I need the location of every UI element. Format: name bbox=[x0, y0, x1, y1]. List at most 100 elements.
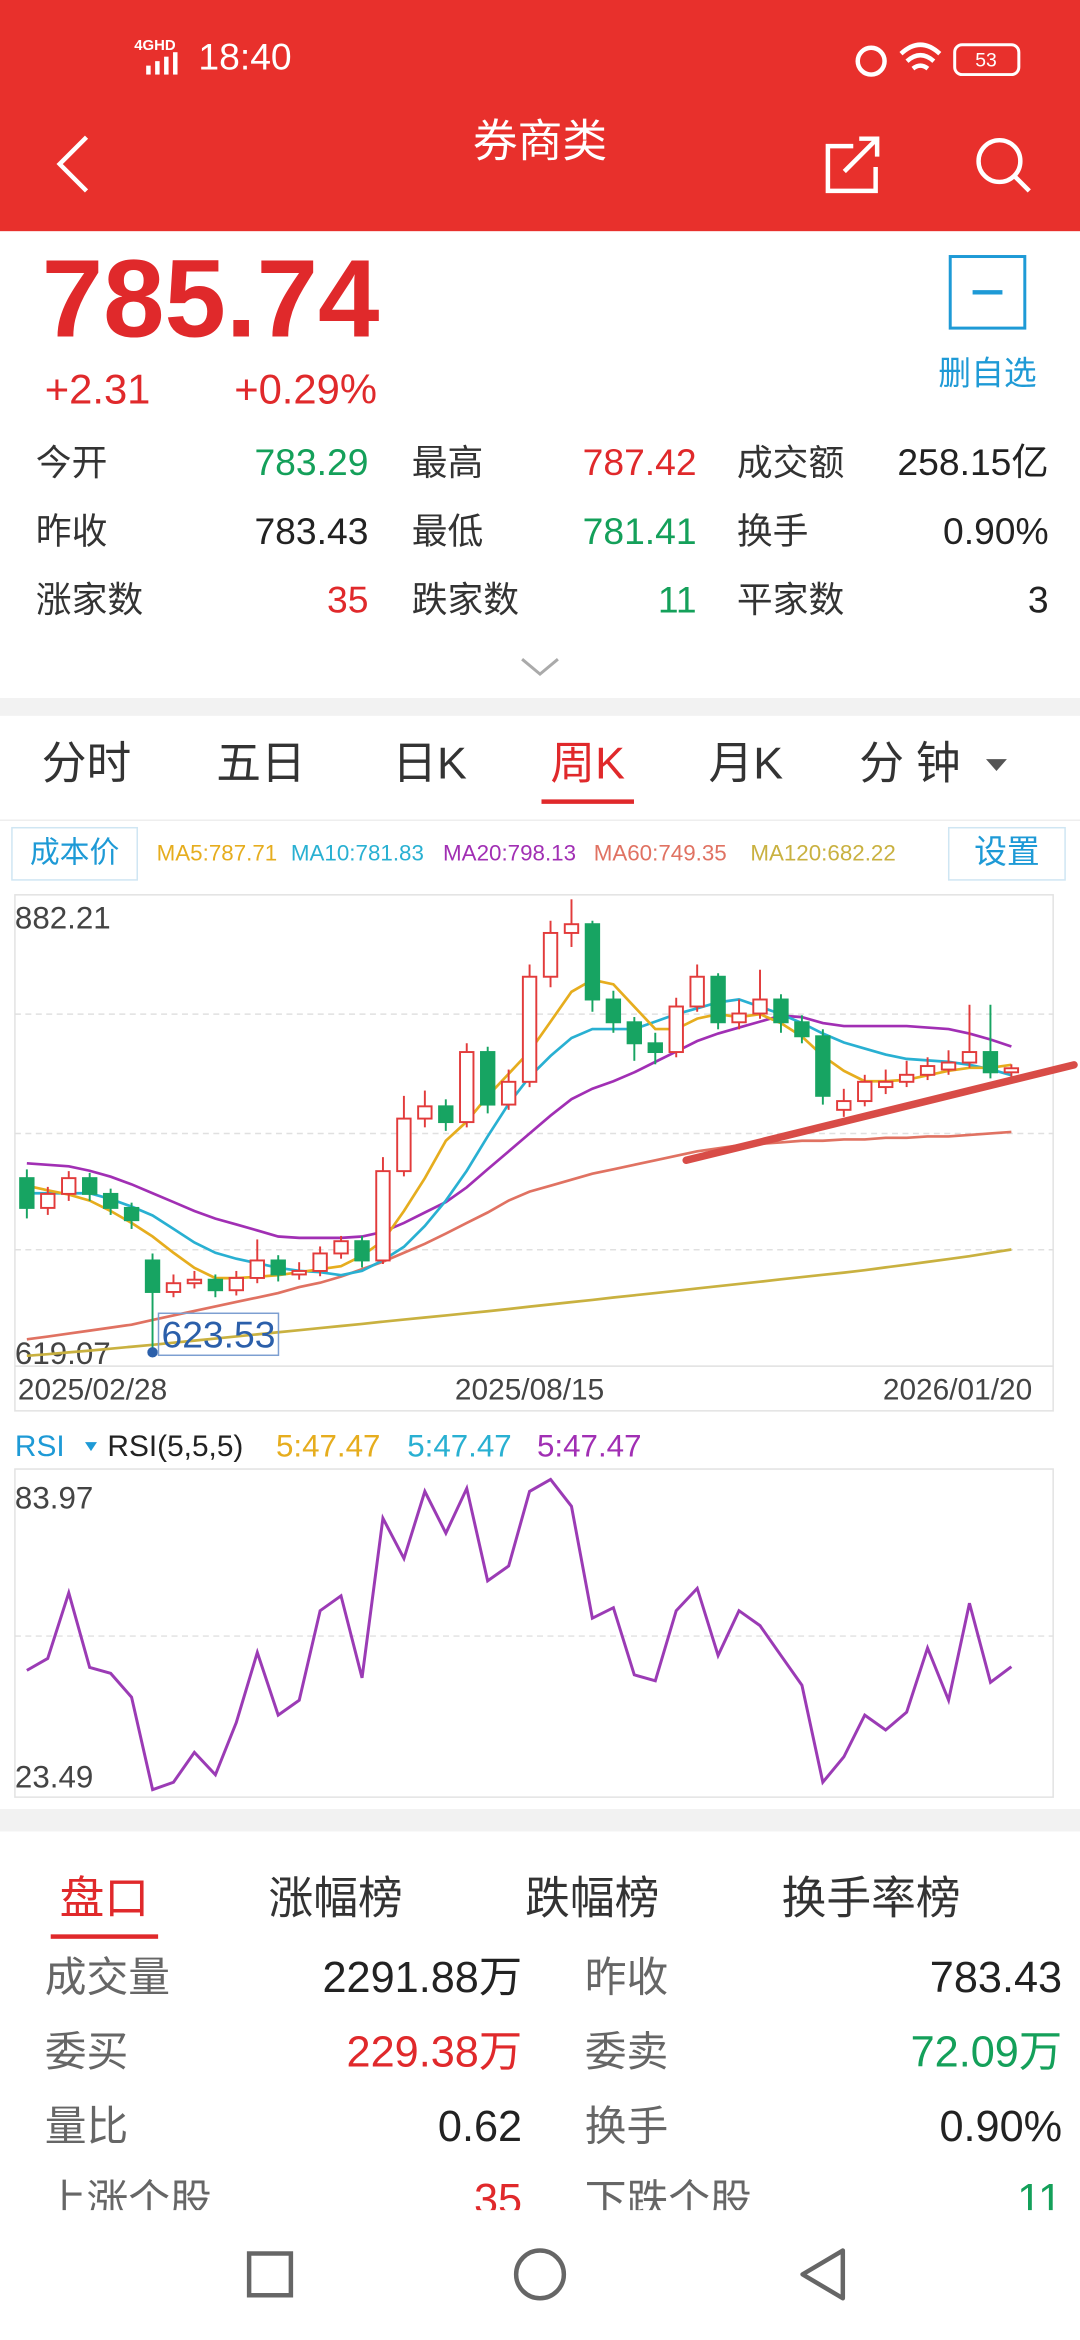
period-tab[interactable]: 月K bbox=[709, 738, 784, 788]
candle-body bbox=[228, 1276, 245, 1292]
book-label: 委卖 bbox=[585, 2028, 669, 2075]
share-button[interactable] bbox=[825, 136, 880, 194]
candle-body bbox=[270, 1259, 286, 1276]
rsi-selector[interactable]: RSI bbox=[15, 1430, 65, 1463]
stat-value: 783.43 bbox=[254, 510, 368, 552]
battery-level: 53 bbox=[975, 49, 997, 71]
stat-value: 3 bbox=[1028, 578, 1049, 620]
rsi-legend: 5:47.47 bbox=[407, 1428, 511, 1463]
board-tab[interactable]: 涨幅榜 bbox=[269, 1873, 403, 1923]
settings-button[interactable]: 设置 bbox=[974, 833, 1040, 870]
recent-button[interactable] bbox=[246, 2251, 294, 2298]
kline-panel bbox=[14, 894, 1054, 1412]
book-label: 上涨个股 bbox=[45, 2176, 212, 2223]
separator bbox=[0, 1809, 1080, 1832]
board-tab[interactable]: 跌幅榜 bbox=[525, 1873, 659, 1923]
candle-body bbox=[731, 1012, 747, 1024]
nav-bar bbox=[0, 2210, 1080, 2340]
stat-label: 换手 bbox=[737, 511, 809, 551]
battery-icon bbox=[953, 43, 1021, 77]
book-value: 229.38万 bbox=[347, 2029, 523, 2077]
book-label: 成交量 bbox=[45, 1954, 170, 2001]
ma-line bbox=[26, 998, 1012, 1277]
stat-label: 跌家数 bbox=[412, 580, 519, 620]
back-nav-button[interactable] bbox=[800, 2248, 846, 2301]
cost-button-box[interactable] bbox=[11, 826, 138, 881]
candle-body bbox=[165, 1282, 182, 1293]
candle-body bbox=[878, 1080, 894, 1089]
stat-value: 781.41 bbox=[583, 510, 697, 552]
board-tab[interactable]: 盘口 bbox=[60, 1873, 149, 1923]
settings-box[interactable] bbox=[947, 826, 1066, 881]
rsi-legend: 5:47.47 bbox=[276, 1428, 380, 1463]
book-label: 委买 bbox=[45, 2028, 129, 2075]
low-annotation: 623.53 bbox=[161, 1313, 275, 1355]
book-value: 35 bbox=[474, 2176, 522, 2224]
ma-legend: MA10:781.83 bbox=[291, 840, 424, 865]
candle-body bbox=[333, 1240, 349, 1255]
candle-body bbox=[102, 1192, 119, 1209]
search-button[interactable] bbox=[976, 137, 1031, 193]
page-title: 券商类 bbox=[473, 116, 607, 166]
candle-body bbox=[794, 1021, 810, 1038]
candle-body bbox=[82, 1177, 98, 1195]
book-value: 0.62 bbox=[438, 2103, 522, 2151]
period-tab[interactable]: 分时 bbox=[42, 738, 131, 788]
candle-body bbox=[123, 1206, 140, 1222]
candle-body bbox=[857, 1080, 873, 1103]
clock: 18:40 bbox=[198, 36, 291, 78]
stat-label: 最低 bbox=[412, 511, 484, 551]
rsi-legend: 5:47.47 bbox=[537, 1428, 641, 1463]
stat-label: 昨收 bbox=[36, 511, 108, 551]
period-tab[interactable]: 日K bbox=[392, 738, 467, 788]
stat-value: 11 bbox=[658, 578, 697, 620]
candle-body bbox=[542, 931, 559, 978]
candle-body bbox=[61, 1177, 77, 1195]
candle-body bbox=[815, 1035, 831, 1097]
candle-body bbox=[396, 1117, 412, 1173]
x-tick-label: 2026/01/20 bbox=[883, 1373, 1032, 1406]
ma-line bbox=[26, 978, 1012, 1280]
watch-icon[interactable] bbox=[948, 255, 1027, 330]
candle-body bbox=[752, 998, 768, 1015]
book-value: 783.43 bbox=[930, 1954, 1062, 2002]
candle-body bbox=[647, 1042, 663, 1054]
board-tab[interactable]: 换手率榜 bbox=[782, 1873, 961, 1923]
ma-line bbox=[26, 1130, 1012, 1341]
candle-body bbox=[500, 1080, 517, 1106]
stat-value: 787.42 bbox=[583, 441, 697, 483]
candle-body bbox=[773, 998, 789, 1024]
cost-button[interactable]: 成本价 bbox=[30, 836, 119, 869]
period-tab[interactable]: 周K bbox=[550, 738, 625, 788]
book-value: 11 bbox=[1017, 2176, 1062, 2224]
low-annotation-box bbox=[157, 1312, 280, 1357]
watch-button[interactable]: 删自选 bbox=[938, 355, 1036, 392]
candle-body bbox=[354, 1240, 370, 1262]
ma-legend: MA60:749.35 bbox=[594, 840, 727, 865]
candle-body bbox=[563, 923, 580, 934]
book-label: 下跌个股 bbox=[585, 2176, 752, 2223]
candle-body bbox=[521, 975, 538, 1083]
back-button[interactable] bbox=[56, 135, 89, 193]
stat-label: 最高 bbox=[412, 443, 484, 483]
candle-body bbox=[249, 1259, 265, 1279]
ma-legend: MA5:787.71 bbox=[157, 840, 278, 865]
signal-icon bbox=[146, 52, 178, 75]
separator bbox=[0, 697, 1080, 716]
book-label: 昨收 bbox=[585, 1954, 669, 2001]
candle-body bbox=[982, 1051, 999, 1074]
candle-body bbox=[605, 998, 622, 1024]
period-tab[interactable]: 分钟 bbox=[859, 738, 972, 788]
book-value: 2291.88万 bbox=[322, 1954, 522, 2002]
period-tab[interactable]: 五日 bbox=[216, 738, 305, 788]
home-button[interactable] bbox=[513, 2248, 567, 2301]
rsi-panel bbox=[14, 1468, 1054, 1798]
y-tick-label: 83.97 bbox=[15, 1481, 93, 1516]
book-label: 换手 bbox=[585, 2103, 669, 2150]
expand-chevron[interactable] bbox=[521, 658, 559, 677]
wifi-icon bbox=[899, 42, 942, 71]
candle-body bbox=[207, 1278, 224, 1292]
